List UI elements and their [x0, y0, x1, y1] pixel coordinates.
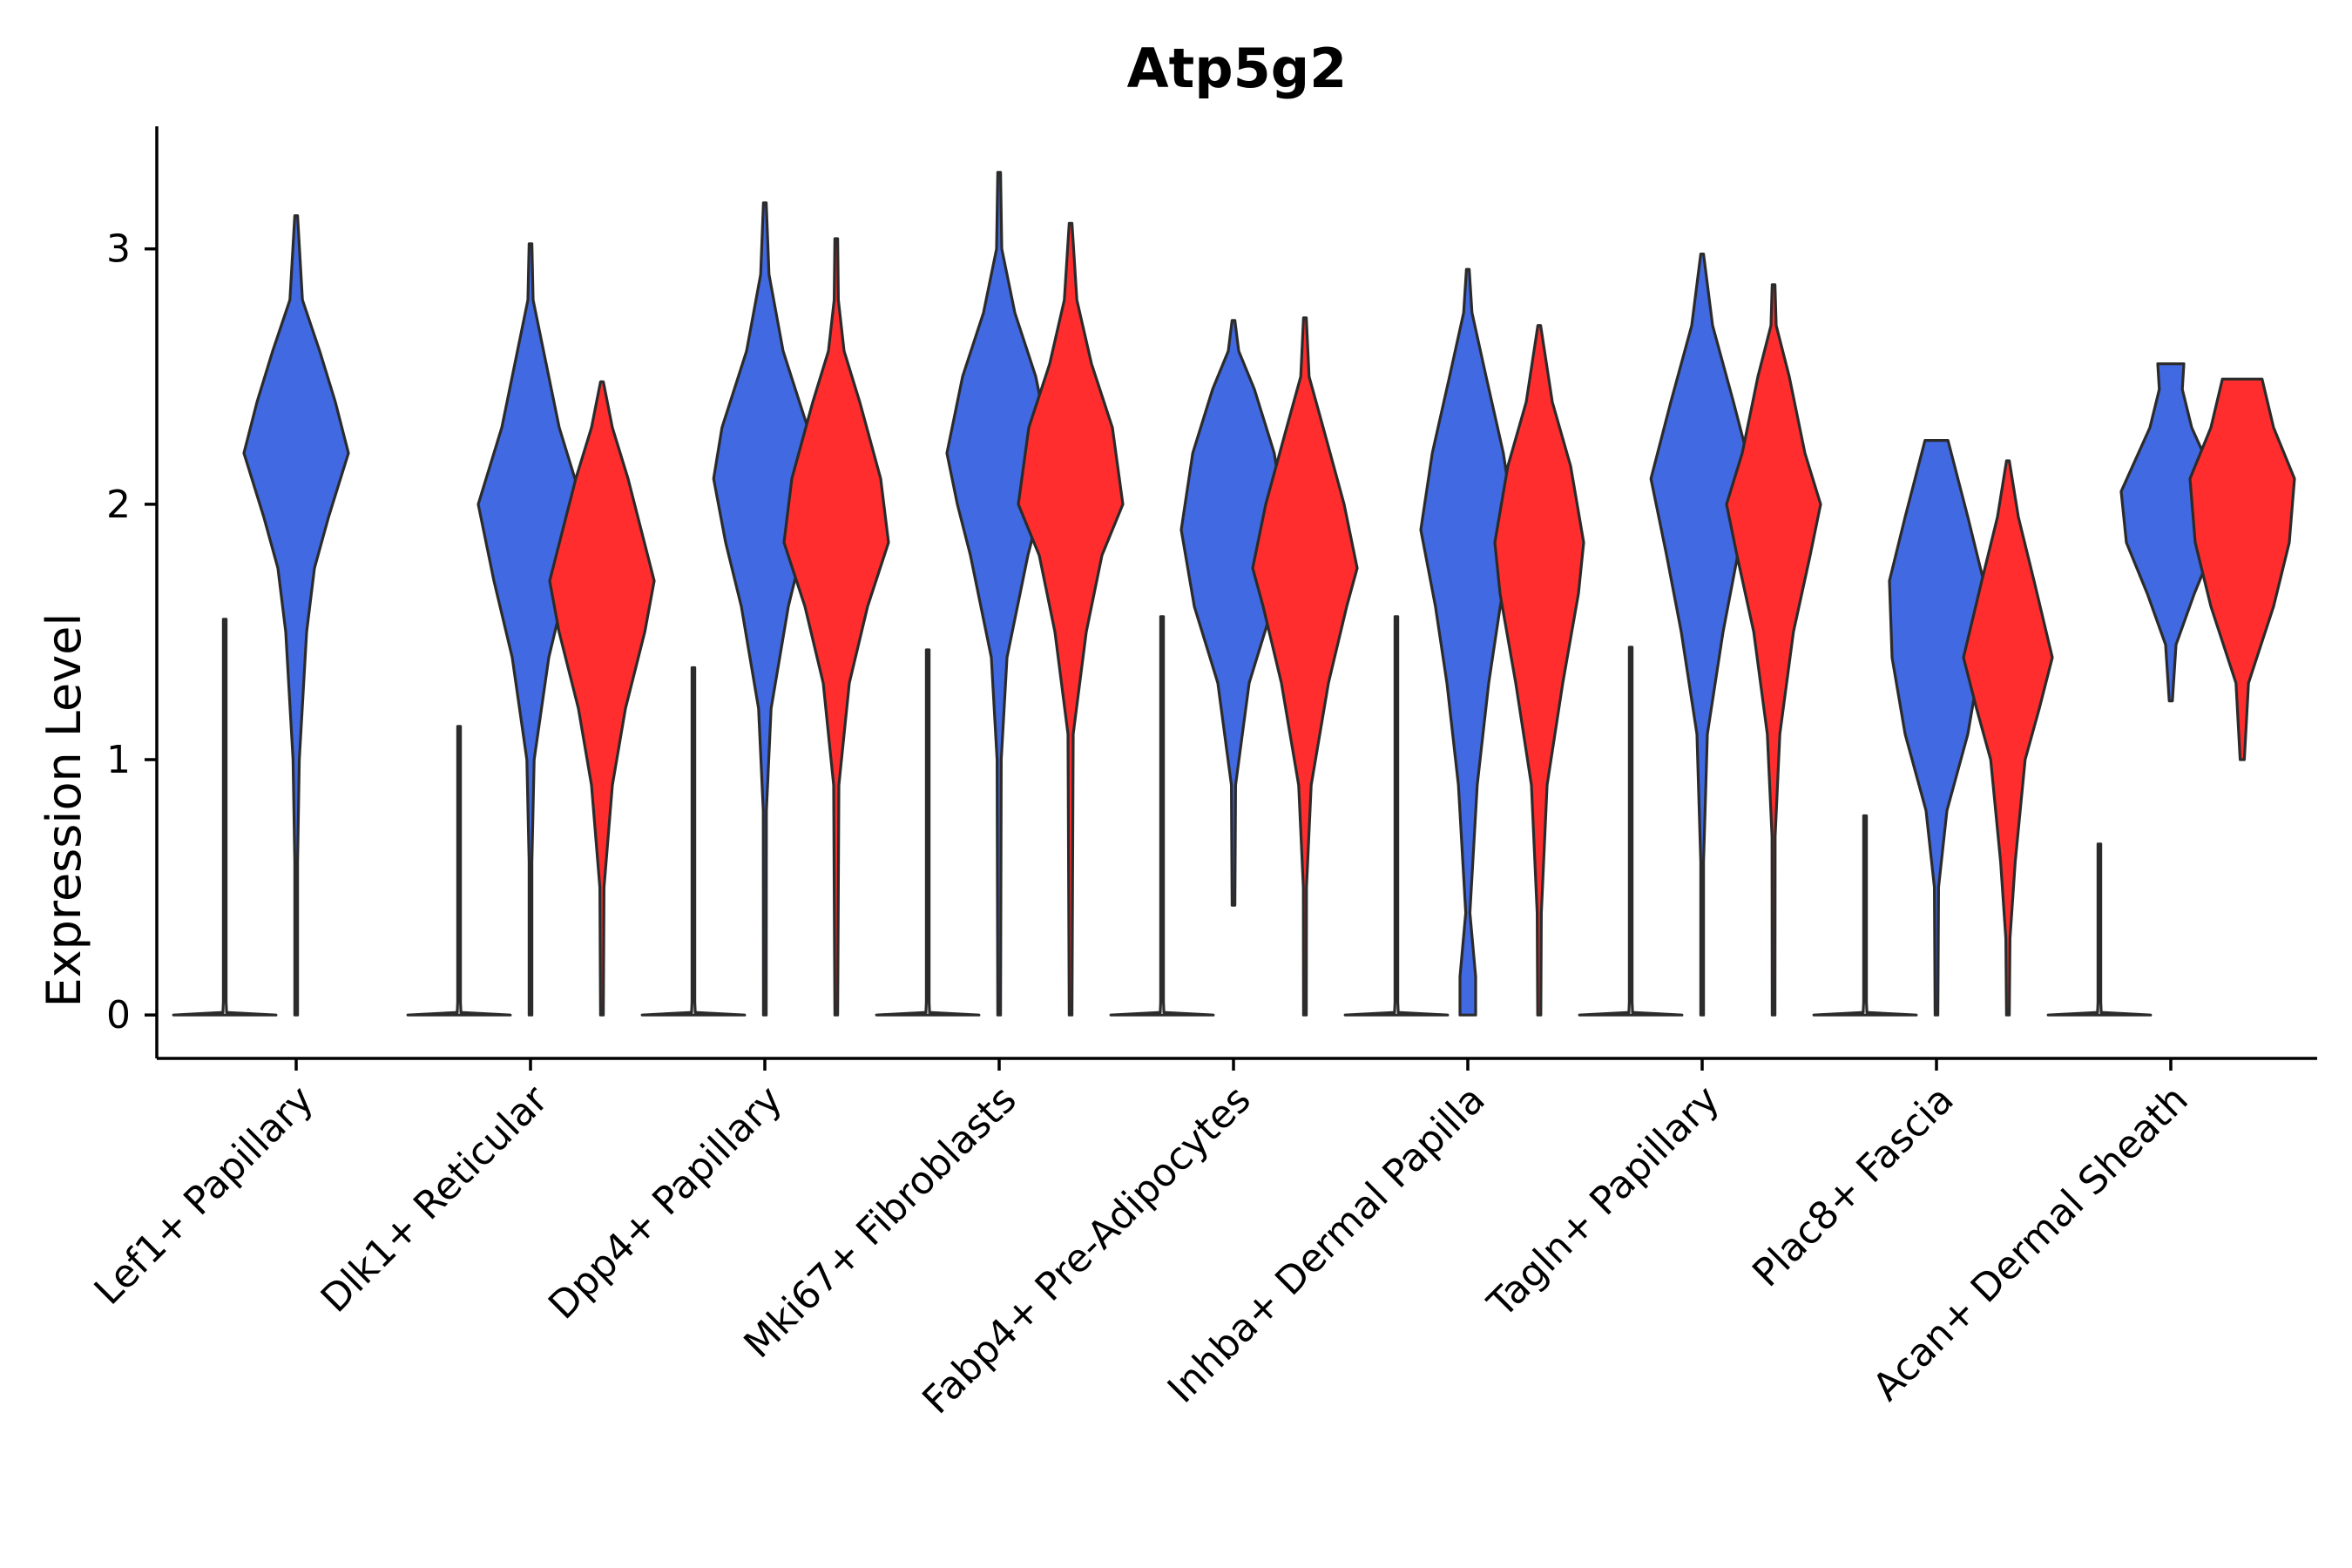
violin-mki67-fibroblasts-g2 — [1017, 221, 1125, 1017]
y-axis-label: Expression Level — [37, 613, 91, 1008]
violin-mki67-fibroblasts-g1 — [945, 171, 1053, 1017]
y-tick-label: 0 — [106, 993, 131, 1037]
x-tick-label: Dlk1+ Reticular — [313, 1077, 558, 1321]
y-tick-label: 1 — [106, 738, 131, 782]
violin-lef1-papillary-g0 — [172, 618, 278, 1017]
violin-tagln-papillary-g2 — [1725, 283, 1822, 1017]
violin-inhba-dermal-papilla-g0 — [1343, 615, 1450, 1017]
violin-dlk1-reticular-g1 — [476, 242, 585, 1017]
violin-fabp4-pre-adipocytes-g2 — [1251, 316, 1359, 1017]
violin-mki67-fibroblasts-g0 — [875, 648, 981, 1017]
violin-dpp4-papillary-g0 — [640, 666, 747, 1017]
violin-plac8-fascia-g2 — [1962, 459, 2054, 1017]
y-tick-label: 3 — [106, 227, 131, 272]
violin-inhba-dermal-papilla-g2 — [1493, 324, 1585, 1017]
violin-dpp4-papillary-g1 — [712, 201, 818, 1017]
violin-fabp4-pre-adipocytes-g0 — [1109, 615, 1215, 1017]
violin-inhba-dermal-papilla-g1 — [1419, 267, 1517, 1017]
chart-title: Atp5g2 — [1127, 37, 1348, 100]
x-tick-label: Dpp4+ Papillary — [540, 1078, 791, 1328]
axes-layer — [155, 126, 2317, 1060]
violin-acan-dermal-sheath-g2 — [2188, 377, 2296, 761]
violin-tagln-papillary-g1 — [1649, 253, 1755, 1017]
violin-layer — [172, 171, 2296, 1017]
y-tick-label: 2 — [106, 483, 131, 527]
violin-tagln-papillary-g0 — [1578, 645, 1684, 1017]
violin-dlk1-reticular-g2 — [548, 380, 656, 1017]
violin-dpp4-papillary-g2 — [782, 237, 890, 1017]
violin-plac8-fascia-g1 — [1888, 439, 1985, 1017]
violin-dlk1-reticular-g0 — [406, 725, 512, 1017]
x-tick-label: Plac8+ Fascia — [1744, 1078, 1963, 1296]
violin-lef1-papillary-g1 — [242, 214, 350, 1017]
violin-acan-dermal-sheath-g0 — [2046, 842, 2153, 1017]
violin-plac8-fascia-g0 — [1812, 814, 1918, 1017]
x-tick-label: Lef1+ Papillary — [86, 1078, 322, 1314]
x-tick-label: Tagln+ Papillary — [1479, 1078, 1728, 1327]
y-ticks: 0 1 2 3 — [106, 227, 157, 1037]
